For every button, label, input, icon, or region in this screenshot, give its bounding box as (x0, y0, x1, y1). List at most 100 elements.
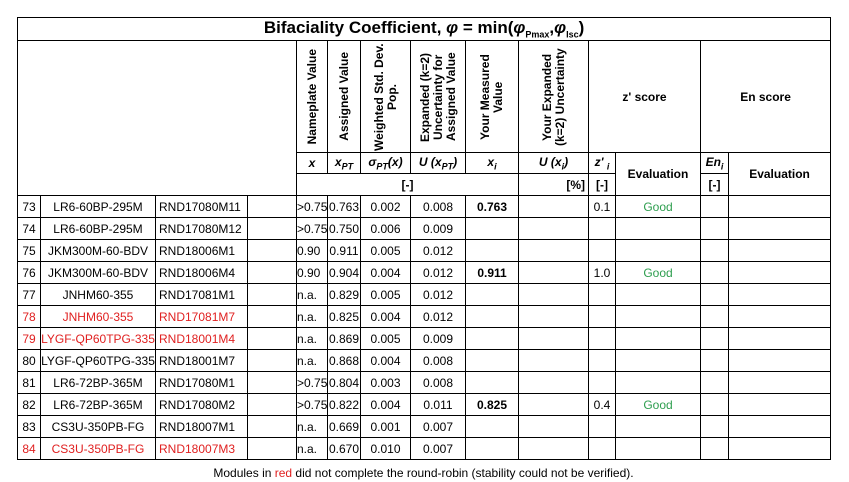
blank-cell (17, 40, 297, 196)
data-cell: 0.825 (465, 393, 519, 416)
data-cell: RND17081M1 (155, 283, 248, 306)
data-cell (588, 305, 616, 328)
text-part: ) (578, 18, 585, 38)
data-cell: 81 (17, 371, 41, 394)
data-cell (700, 283, 729, 306)
data-cell (700, 195, 729, 218)
header-text: Expanded (k=2) Uncertainty for Assigned … (417, 51, 458, 142)
data-cell: 0.829 (327, 283, 361, 306)
data-cell: RND18007M1 (155, 415, 248, 438)
data-cell (615, 217, 701, 240)
data-cell: 0.004 (360, 393, 411, 416)
data-cell: 0.004 (360, 305, 411, 328)
data-cell (727, 195, 832, 218)
header-text: Your Expanded (k=2) Uncertainty (539, 47, 567, 146)
text-part: φ (554, 18, 567, 38)
data-cell: 78 (17, 305, 41, 328)
data-cell (518, 261, 589, 284)
data-cell: 0.012 (410, 305, 466, 328)
data-row: 75 JKM300M-60-BDV RND18006M1 0.90 0.911 0.005… (17, 239, 832, 262)
data-cell (247, 437, 297, 460)
data-cell: 0.005 (360, 327, 411, 350)
data-cell (247, 349, 297, 372)
unit-cell: [-] (700, 173, 729, 196)
data-cell: n.a. (296, 327, 328, 350)
data-cell: 74 (17, 217, 41, 240)
data-cell (247, 327, 297, 350)
data-cell (247, 371, 297, 394)
data-cell (615, 437, 701, 460)
subscript: Pmax (525, 29, 550, 40)
data-cell (465, 371, 519, 394)
data-cell: 0.911 (465, 261, 519, 284)
data-cell (518, 195, 589, 218)
data-cell: >0.75 (296, 195, 328, 218)
data-cell: CS3U-350PB-FG (40, 437, 156, 460)
data-cell (247, 305, 297, 328)
data-cell (465, 327, 519, 350)
column-header: Weighted Std. Dev. Pop. (360, 40, 411, 153)
header-row: Nameplate Value Assigned Value Weighted St… (17, 40, 832, 196)
data-cell: 0.007 (410, 437, 466, 460)
header-text: Weighted Std. Dev. Pop. (371, 42, 399, 151)
data-cell: RND18007M3 (155, 437, 248, 460)
data-cell: CS3U-350PB-FG (40, 415, 156, 438)
data-cell: 0.007 (410, 415, 466, 438)
subscript: PT (441, 161, 454, 172)
data-cell (518, 393, 589, 416)
data-cell: JNHM60-355 (40, 283, 156, 306)
data-cell: LR6-60BP-295M (40, 217, 156, 240)
data-cell: 0.4 (588, 393, 616, 416)
column-header: Your Expanded (k=2) Uncertainty (518, 40, 589, 153)
data-cell (727, 305, 832, 328)
data-cell (727, 239, 832, 262)
footnote-part: red (274, 466, 293, 480)
data-cell: RND17080M1 (155, 371, 248, 394)
text-part: ) (564, 154, 569, 169)
subscript: Isc (566, 29, 579, 40)
text-part: = min( (458, 18, 514, 38)
data-cell (700, 239, 729, 262)
data-cell: 79 (17, 327, 41, 350)
data-cell: 0.822 (327, 393, 361, 416)
data-cell (727, 283, 832, 306)
subscript: i (606, 161, 610, 172)
data-cell (588, 217, 616, 240)
data-cell (465, 437, 519, 460)
table-title: Bifaciality Coefficient, φ = min(φPmax,φ… (16, 17, 832, 41)
data-cell: 0.002 (360, 195, 411, 218)
results-table: Bifaciality Coefficient, φ = min(φPmax,φ… (16, 17, 832, 460)
data-cell: 0.669 (327, 415, 361, 438)
data-cell: 0.1 (588, 195, 616, 218)
data-cell (518, 305, 589, 328)
data-cell (588, 327, 616, 350)
data-cell: 73 (17, 195, 41, 218)
data-cell: 83 (17, 415, 41, 438)
data-cell (518, 283, 589, 306)
data-cell: n.a. (296, 283, 328, 306)
data-cell (615, 283, 701, 306)
text-part: Bifaciality Coefficient, (263, 18, 447, 38)
header-text: Assigned Value (336, 52, 351, 141)
column-header: Your Measured Value (465, 40, 519, 153)
data-cell (700, 415, 729, 438)
data-cell: 0.750 (327, 217, 361, 240)
data-cell: RND18006M1 (155, 239, 248, 262)
data-cell (465, 415, 519, 438)
data-cell (615, 305, 701, 328)
subscript: i (720, 161, 724, 172)
data-cell (700, 349, 729, 372)
data-cell: 0.911 (327, 239, 361, 262)
data-cell: 0.001 (360, 415, 411, 438)
symbol-cell: Eni (700, 152, 729, 174)
data-cell (465, 283, 519, 306)
footnote: Modules in red did not complete the roun… (17, 466, 830, 480)
data-cell: 0.670 (327, 437, 361, 460)
data-cell: 80 (17, 349, 41, 372)
data-cell (518, 239, 589, 262)
subscript: PT (341, 161, 354, 172)
score-header: z' score (588, 40, 701, 153)
data-row: 82 LR6-72BP-365M RND17080M2 >0.75 0.822 0.004… (17, 393, 832, 416)
data-cell (518, 437, 589, 460)
data-cell: 0.003 (360, 371, 411, 394)
